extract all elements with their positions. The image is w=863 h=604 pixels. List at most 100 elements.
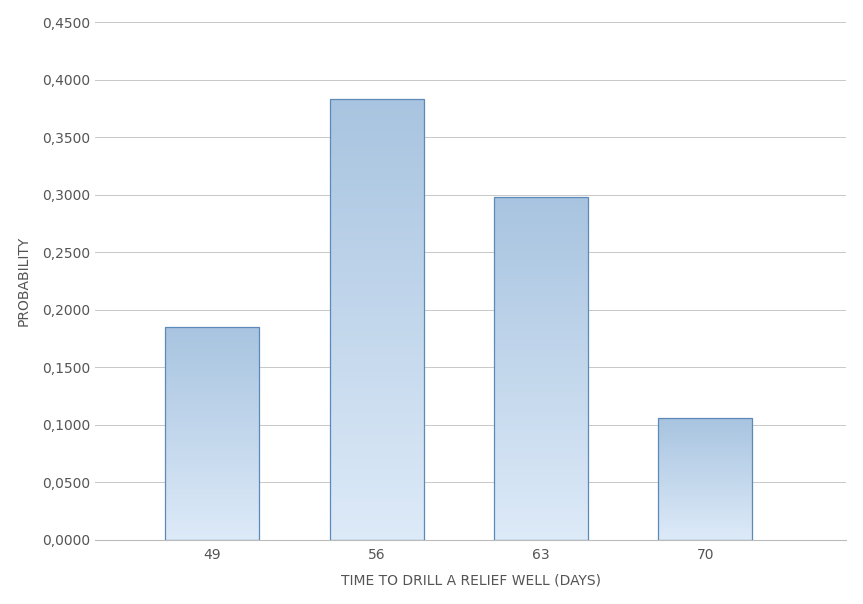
Bar bbox=[658, 524, 753, 525]
Bar bbox=[166, 335, 259, 336]
Bar bbox=[494, 298, 588, 300]
Bar bbox=[166, 346, 259, 347]
Bar bbox=[494, 324, 588, 326]
Bar bbox=[330, 101, 424, 104]
Bar bbox=[166, 507, 259, 508]
Bar bbox=[330, 511, 424, 513]
Bar bbox=[330, 454, 424, 456]
Bar bbox=[330, 258, 424, 260]
Bar bbox=[658, 429, 753, 430]
Bar bbox=[494, 271, 588, 272]
Bar bbox=[658, 507, 753, 508]
Bar bbox=[494, 492, 588, 493]
Bar bbox=[330, 190, 424, 192]
Bar bbox=[330, 170, 424, 172]
Bar bbox=[658, 510, 753, 511]
Bar bbox=[658, 535, 753, 536]
Bar bbox=[330, 320, 424, 322]
Bar bbox=[166, 489, 259, 490]
Bar bbox=[166, 411, 259, 412]
Bar bbox=[166, 379, 259, 381]
Bar bbox=[494, 284, 588, 286]
Bar bbox=[330, 353, 424, 355]
Bar bbox=[658, 430, 753, 431]
Bar bbox=[330, 472, 424, 474]
Bar bbox=[166, 460, 259, 461]
Bar bbox=[330, 117, 424, 119]
Bar bbox=[494, 410, 588, 411]
Bar bbox=[330, 99, 424, 540]
Bar bbox=[494, 405, 588, 406]
Bar bbox=[494, 430, 588, 432]
Bar bbox=[494, 321, 588, 322]
Bar bbox=[166, 457, 259, 458]
Bar bbox=[658, 493, 753, 494]
Bar bbox=[330, 536, 424, 538]
Bar bbox=[658, 472, 753, 473]
Bar bbox=[330, 485, 424, 487]
Bar bbox=[658, 420, 753, 421]
Bar bbox=[166, 505, 259, 506]
Bar bbox=[658, 474, 753, 475]
Bar bbox=[494, 312, 588, 313]
Bar bbox=[330, 518, 424, 520]
Bar bbox=[494, 512, 588, 514]
Bar bbox=[330, 150, 424, 152]
Bar bbox=[494, 434, 588, 435]
Bar bbox=[330, 346, 424, 349]
Bar bbox=[658, 424, 753, 425]
Bar bbox=[166, 327, 259, 328]
Bar bbox=[494, 427, 588, 428]
Bar bbox=[658, 447, 753, 448]
Bar bbox=[330, 377, 424, 379]
Bar bbox=[330, 167, 424, 170]
Bar bbox=[494, 216, 588, 217]
Bar bbox=[658, 537, 753, 538]
Bar bbox=[166, 440, 259, 441]
Bar bbox=[494, 377, 588, 379]
Bar bbox=[494, 214, 588, 216]
Bar bbox=[494, 461, 588, 463]
Bar bbox=[658, 504, 753, 505]
Bar bbox=[166, 425, 259, 426]
Bar bbox=[330, 373, 424, 374]
Bar bbox=[494, 511, 588, 512]
Bar bbox=[658, 427, 753, 428]
Bar bbox=[658, 469, 753, 470]
Bar bbox=[494, 259, 588, 260]
Bar bbox=[166, 361, 259, 362]
Bar bbox=[494, 506, 588, 507]
Bar bbox=[166, 503, 259, 504]
Bar bbox=[658, 530, 753, 531]
Bar bbox=[658, 439, 753, 440]
Bar bbox=[166, 476, 259, 477]
Bar bbox=[330, 234, 424, 236]
Bar bbox=[166, 479, 259, 480]
Bar bbox=[330, 139, 424, 141]
Bar bbox=[494, 276, 588, 278]
Bar bbox=[330, 183, 424, 185]
Bar bbox=[166, 417, 259, 419]
Bar bbox=[330, 463, 424, 465]
Bar bbox=[330, 458, 424, 461]
Bar bbox=[494, 375, 588, 377]
Bar bbox=[494, 197, 588, 199]
Bar bbox=[166, 405, 259, 406]
Bar bbox=[330, 265, 424, 267]
Bar bbox=[494, 329, 588, 331]
Bar bbox=[330, 493, 424, 496]
Bar bbox=[494, 307, 588, 309]
Bar bbox=[494, 385, 588, 387]
Bar bbox=[330, 148, 424, 150]
Bar bbox=[330, 513, 424, 516]
Bar bbox=[166, 511, 259, 512]
Bar bbox=[330, 262, 424, 265]
Bar bbox=[166, 364, 259, 365]
Bar bbox=[330, 428, 424, 429]
Bar bbox=[330, 390, 424, 392]
Bar bbox=[658, 478, 753, 479]
Bar bbox=[494, 245, 588, 247]
Bar bbox=[166, 513, 259, 515]
Bar bbox=[494, 478, 588, 480]
Bar bbox=[494, 401, 588, 403]
